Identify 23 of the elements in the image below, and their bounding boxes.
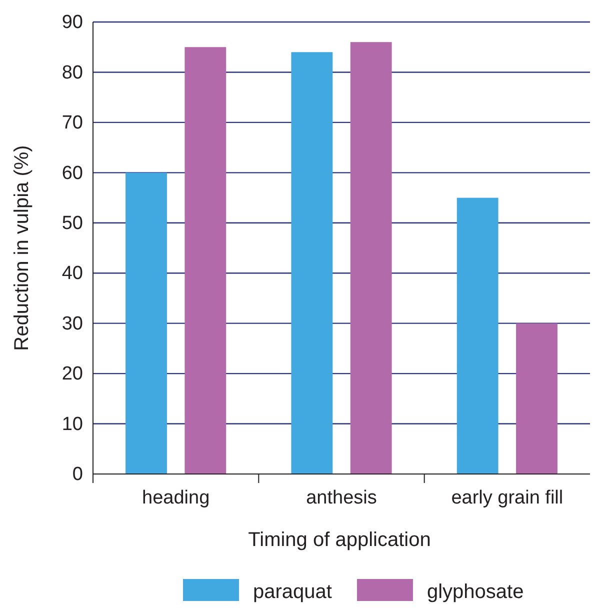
y-tick-label: 40	[62, 263, 83, 284]
bar	[350, 42, 392, 474]
y-axis-title: Reduction in vulpia (%)	[11, 145, 33, 351]
y-tick-label: 10	[62, 414, 83, 435]
y-tick-label: 20	[62, 364, 83, 385]
y-tick-label: 30	[62, 313, 83, 334]
legend-label: paraquat	[253, 581, 332, 603]
y-tick-label: 80	[62, 62, 83, 84]
bar	[126, 172, 167, 474]
x-axis-title: Timing of application	[248, 529, 431, 551]
y-tick-label: 70	[62, 112, 83, 134]
x-tick-label: heading	[142, 487, 210, 508]
x-tick-label: anthesis	[306, 487, 377, 508]
x-tick-label: early grain fill	[451, 487, 564, 508]
y-tick-label: 90	[62, 12, 83, 34]
bar	[184, 47, 226, 474]
bar	[516, 323, 558, 474]
bar	[456, 198, 498, 474]
y-tick-label: 60	[62, 162, 83, 184]
y-tick-label: 50	[62, 212, 83, 234]
legend-label: glyphosate	[426, 581, 524, 603]
bar	[291, 52, 333, 474]
y-tick-label: 0	[72, 464, 83, 486]
